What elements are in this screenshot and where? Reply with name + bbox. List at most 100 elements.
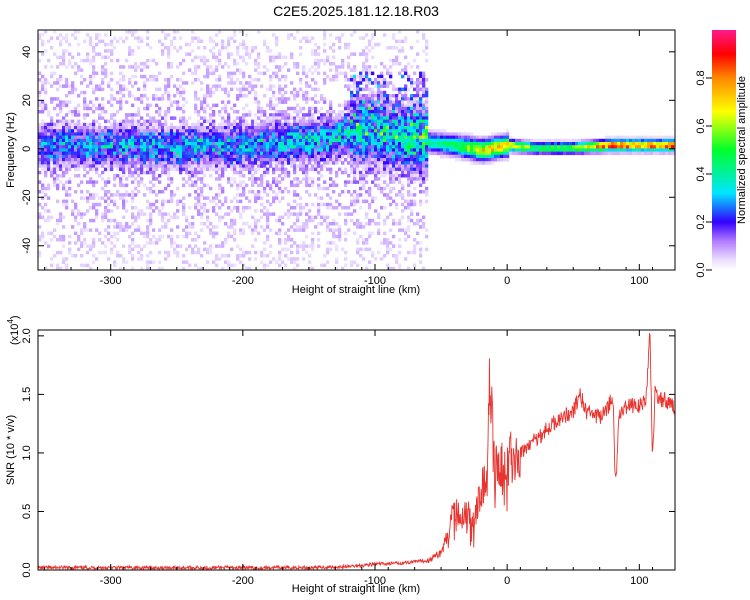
heatmap-cell — [143, 161, 147, 165]
heatmap-cell — [104, 228, 108, 232]
heatmap-cell — [362, 135, 366, 140]
heatmap-cell — [419, 161, 423, 165]
heatmap-cell — [491, 158, 495, 162]
heatmap-cell — [290, 135, 294, 140]
heatmap-cell — [257, 167, 261, 172]
heatmap-cell — [296, 142, 300, 146]
heatmap-cell — [194, 270, 197, 274]
heatmap-cell — [275, 97, 279, 101]
heatmap-cell — [98, 138, 102, 143]
heatmap-cell — [404, 161, 408, 165]
heatmap-cell — [401, 154, 405, 159]
heatmap-cell — [263, 154, 267, 159]
heatmap-cell — [425, 126, 429, 130]
heatmap-cell — [203, 142, 207, 146]
heatmap-cell — [176, 138, 180, 143]
heatmap-cell — [347, 42, 351, 47]
heatmap-cell — [407, 135, 411, 140]
heatmap-cell — [407, 110, 411, 114]
heatmap-cell — [164, 164, 168, 168]
heatmap-cell — [95, 84, 99, 88]
heatmap-cell — [368, 234, 372, 239]
heatmap-cell — [281, 138, 285, 143]
heatmap-cell — [65, 154, 69, 159]
heatmap-cell — [89, 193, 93, 197]
heatmap-cell — [146, 36, 150, 40]
heatmap-cell — [83, 158, 87, 162]
heatmap-cell — [149, 145, 153, 149]
heatmap-cell — [380, 132, 384, 136]
heatmap-cell — [317, 62, 321, 66]
heatmap-cell — [56, 148, 60, 152]
heatmap-cell — [101, 138, 105, 143]
heatmap-cell — [260, 148, 264, 152]
heatmap-cell — [398, 138, 402, 143]
heatmap-cell — [179, 129, 183, 133]
heatmap-cell — [239, 145, 243, 149]
heatmap-cell — [62, 244, 66, 248]
heatmap-cell — [152, 234, 156, 239]
heatmap-cell — [218, 161, 222, 165]
heatmap-cell — [86, 33, 90, 37]
heatmap-cell — [215, 65, 219, 69]
heatmap-cell — [386, 247, 390, 252]
heatmap-cell — [362, 49, 366, 53]
heatmap-cell — [308, 270, 311, 274]
heatmap-cell — [326, 228, 330, 232]
heatmap-cell — [203, 116, 207, 120]
heatmap-cell — [131, 231, 135, 236]
heatmap-cell — [71, 151, 75, 156]
heatmap-cell — [416, 52, 420, 56]
heatmap-cell — [281, 270, 284, 274]
heatmap-cell — [260, 71, 264, 76]
heatmap-cell — [383, 103, 387, 108]
heatmap-cell — [98, 164, 102, 168]
heatmap-cell — [323, 100, 327, 104]
heatmap-cell — [275, 260, 279, 264]
heatmap-cell — [62, 202, 66, 207]
heatmap-cell — [170, 177, 174, 181]
heatmap-cell — [71, 161, 75, 165]
heatmap-cell — [110, 135, 114, 140]
heatmap-cell — [308, 39, 312, 44]
heatmap-cell — [245, 81, 249, 85]
heatmap-cell — [185, 151, 189, 156]
heatmap-cell — [137, 129, 141, 133]
heatmap-cell — [335, 36, 339, 40]
heatmap-cell — [437, 142, 441, 146]
heatmap-cell — [356, 164, 360, 168]
heatmap-cell — [269, 228, 273, 232]
heatmap-cell — [65, 84, 69, 88]
heatmap-cell — [89, 164, 93, 168]
heatmap-cell — [350, 78, 354, 82]
heatmap-cell — [491, 135, 495, 140]
heatmap-cell — [359, 36, 363, 40]
heatmap-cell — [278, 254, 282, 258]
heatmap-cell — [200, 142, 204, 146]
heatmap-cell — [185, 247, 189, 252]
heatmap-cell — [137, 190, 141, 194]
heatmap-cell — [92, 193, 96, 197]
heatmap-cell — [218, 257, 222, 261]
heatmap-cell — [257, 218, 261, 223]
heatmap-cell — [284, 97, 288, 101]
heatmap-cell — [413, 238, 417, 242]
heatmap-cell — [188, 142, 192, 146]
heatmap-cell — [275, 126, 279, 130]
heatmap-cell — [365, 58, 369, 63]
heatmap-cell — [143, 244, 147, 248]
heatmap-cell — [209, 113, 213, 117]
heatmap-cell — [155, 138, 159, 143]
heatmap-cell — [194, 103, 198, 108]
heatmap-cell — [107, 132, 111, 136]
heatmap-cell — [413, 167, 417, 172]
heatmap-cell — [317, 87, 321, 92]
heatmap-cell — [209, 122, 213, 127]
heatmap-cell — [359, 222, 363, 226]
heatmap-cell — [89, 100, 93, 104]
heatmap-cell — [377, 145, 381, 149]
heatmap-cell — [314, 164, 318, 168]
heatmap-cell — [236, 46, 240, 50]
heatmap-cell — [323, 180, 327, 184]
heatmap-cell — [218, 164, 222, 168]
